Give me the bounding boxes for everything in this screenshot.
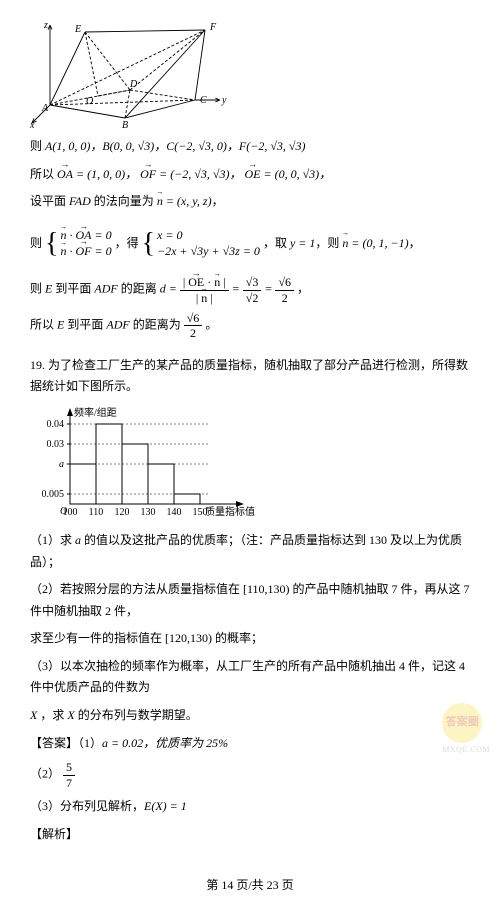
svg-text:质量指标值: 质量指标值 — [205, 505, 255, 518]
svg-text:0.005: 0.005 — [42, 489, 65, 500]
svg-text:a: a — [59, 459, 64, 470]
svg-text:100: 100 — [63, 507, 78, 518]
svg-text:110: 110 — [89, 507, 104, 518]
part-2b: 求至少有一件的指标值在 [120,130) 的概率； — [30, 628, 470, 650]
svg-text:120: 120 — [115, 507, 130, 518]
coords-line: 则 A(1, 0, 0)，B(0, 0, √3)，C(−2, √3, 0)，F(… — [30, 136, 470, 158]
svg-text:A: A — [41, 103, 49, 114]
svg-text:频率/组距: 频率/组距 — [74, 406, 117, 419]
svg-text:0.04: 0.04 — [47, 419, 65, 430]
svg-text:B: B — [122, 120, 128, 130]
answer-2: （2） 57 — [30, 760, 470, 790]
svg-text:z: z — [43, 20, 48, 31]
part-2: （2）若按照分层的方法从质量指标值在 [110,130) 的产品中随机抽取 7 … — [30, 579, 470, 622]
distance-line: 则 E 到平面 ADF 的距离 d = | OE · n || n | = √3… — [30, 275, 470, 305]
vectors-line: 所以 OA = (1, 0, 0)， OF = (−2, √3, √3)， OE… — [30, 164, 470, 186]
answer-1: 【答案】（1）a = 0.02，优质率为 25% — [30, 733, 470, 755]
part-3b: X ，求 X 的分布列与数学期望。 — [30, 705, 470, 727]
equations-line: 则 { n · OA = 0 n · OF = 0 ，得 { x = 0 −2x… — [30, 219, 470, 269]
answer-3: （3）分布列见解析，E(X) = 1 — [30, 796, 470, 818]
histogram-chart: 频率/组距O0.005a0.030.04100110120130140150质量… — [30, 404, 260, 524]
svg-text:F: F — [209, 22, 217, 33]
svg-text:y: y — [221, 95, 227, 106]
normal-vector-line: 设平面 FAD 的法向量为 n = (x, y, z)， — [30, 191, 470, 213]
svg-text:D: D — [129, 79, 138, 90]
part-1: （1）求 a 的值以及这批产品的优质率；（注：产品质量指标达到 130 及以上为… — [30, 530, 470, 573]
svg-text:130: 130 — [141, 507, 156, 518]
solution-label: 【解析】 — [30, 824, 470, 846]
svg-text:x: x — [30, 120, 35, 130]
conclusion-line: 所以 E 到平面 ADF 的距离为 √62 。 — [30, 311, 470, 341]
svg-text:O: O — [86, 96, 93, 107]
geometry-diagram: z x y A B C D O E F — [30, 20, 230, 130]
svg-text:0.03: 0.03 — [47, 439, 65, 450]
svg-text:E: E — [74, 24, 81, 35]
part-3: （3）以本次抽检的频率作为概率，从工厂生产的所有产品中随机抽出 4 件，记这 4… — [30, 656, 470, 699]
svg-text:140: 140 — [167, 507, 182, 518]
page-footer: 第 14 页/共 23 页 — [30, 875, 470, 897]
watermark: 答案圈 MXQE.COM — [442, 703, 490, 757]
question-19: 19. 为了检查工厂生产的某产品的质量指标，随机抽取了部分产品进行检测，所得数据… — [30, 355, 470, 398]
svg-text:C: C — [200, 95, 207, 106]
